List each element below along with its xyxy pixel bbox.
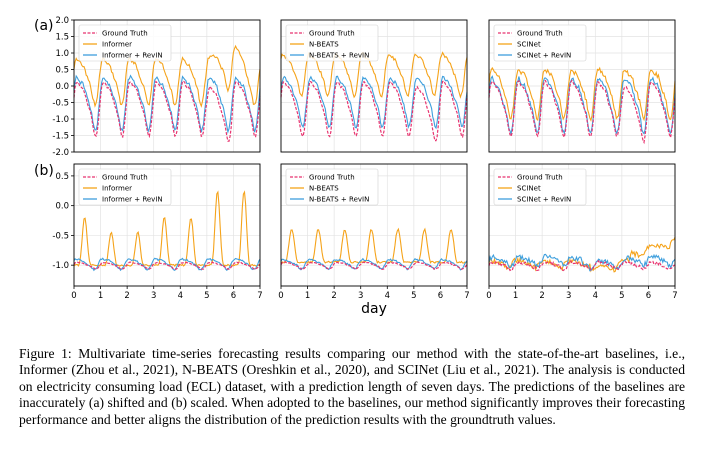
y-tick-label: 0.5 bbox=[55, 172, 69, 182]
baseline-line bbox=[488, 66, 676, 122]
revin-line bbox=[280, 75, 468, 130]
baseline-line bbox=[488, 236, 676, 273]
legend-entry: Ground Truth bbox=[517, 30, 563, 38]
x-tick-label: 7 bbox=[464, 291, 469, 301]
x-tick-label: 1 bbox=[305, 291, 310, 301]
ground-truth-line bbox=[73, 80, 261, 142]
panel-b-informer: 0.5 0.0 -0.5 -1.0 0 1 2 3 4 5 6 7 Ground Truth Inform… bbox=[52, 163, 263, 301]
y-tick-label: -2.0 bbox=[52, 148, 69, 158]
figure-caption: Figure 1: Multivariate time-series forec… bbox=[19, 346, 685, 427]
panel-a-informer: 2.0 1.5 1.0 0.5 0.0 -0.5 -1.0 -1.5 -2.0 Ground Tr… bbox=[52, 16, 261, 158]
baseline-line bbox=[73, 190, 261, 268]
legend-entry: SCINet + RevIN bbox=[517, 52, 571, 60]
legend-box bbox=[78, 24, 172, 62]
ground-truth-line bbox=[73, 261, 261, 271]
legend-entry: N-BEATS + RevIN bbox=[309, 196, 369, 204]
y-tick-label: 0.0 bbox=[55, 202, 69, 212]
x-tick-label: 5 bbox=[411, 291, 416, 301]
x-tick-label: 3 bbox=[151, 291, 156, 301]
x-tick-label: 2 bbox=[331, 291, 336, 301]
legend-box bbox=[285, 24, 379, 62]
legend-box bbox=[493, 168, 587, 206]
x-tick-label: 0 bbox=[71, 291, 76, 301]
revin-line bbox=[488, 253, 676, 272]
legend-entry: Ground Truth bbox=[102, 30, 148, 38]
y-tick-label: -1.5 bbox=[52, 132, 69, 142]
legend-entry: Ground Truth bbox=[102, 174, 148, 182]
ground-truth-line bbox=[280, 261, 468, 271]
x-tick-label: 0 bbox=[486, 291, 491, 301]
x-tick-label: 6 bbox=[438, 291, 443, 301]
ground-truth-line bbox=[280, 80, 468, 142]
x-tick-label: 5 bbox=[619, 291, 624, 301]
legend-entry: Ground Truth bbox=[309, 30, 355, 38]
panel-a-nbeats: Ground Truth N-BEATS N-BEATS + RevIN bbox=[280, 19, 468, 153]
y-tick-label: -0.5 bbox=[52, 99, 69, 109]
x-axis-label: day bbox=[361, 301, 387, 317]
revin-line bbox=[488, 75, 676, 136]
row-label-b: (b) bbox=[34, 163, 54, 179]
legend-box bbox=[78, 168, 172, 206]
x-tick-label: 1 bbox=[98, 291, 103, 301]
panel-frame bbox=[280, 19, 468, 153]
ground-truth-line bbox=[488, 79, 676, 145]
x-tick-label: 4 bbox=[385, 291, 390, 301]
legend-box bbox=[493, 24, 587, 62]
revin-line bbox=[280, 257, 468, 271]
y-tick-label: 0.5 bbox=[55, 66, 69, 76]
legend-entry: SCINet bbox=[517, 185, 541, 193]
panel-frame bbox=[73, 163, 261, 287]
x-tick-label: 3 bbox=[566, 291, 571, 301]
panel-frame bbox=[488, 163, 676, 287]
legend-entry: Ground Truth bbox=[309, 174, 355, 182]
y-tick-label: -1.0 bbox=[52, 261, 69, 271]
revin-line bbox=[73, 257, 261, 272]
ground-truth-line bbox=[488, 259, 676, 272]
legend-box bbox=[285, 168, 379, 206]
legend-entry: Informer + RevIN bbox=[102, 196, 163, 204]
x-tick-label: 7 bbox=[672, 291, 677, 301]
x-tick-label: 5 bbox=[204, 291, 209, 301]
panel-frame bbox=[280, 163, 468, 287]
y-tick-label: 0.0 bbox=[55, 82, 69, 92]
revin-line bbox=[73, 74, 261, 135]
x-tick-label: 4 bbox=[178, 291, 183, 301]
panel-frame bbox=[488, 19, 676, 153]
baseline-line bbox=[280, 227, 468, 265]
legend-entry: N-BEATS + RevIN bbox=[309, 52, 369, 60]
y-tick-label: 1.5 bbox=[55, 33, 69, 43]
legend-entry: SCINet bbox=[517, 41, 541, 49]
panel-b-nbeats: 0 1 2 3 4 5 6 7 Ground Truth N-BEATS N-BEATS + Rev… bbox=[278, 163, 470, 301]
figure-1: (a) (b) 2.0 1.5 1.0 0.5 0.0 -0.5 -1.0 -1.5 -2.0 Gro… bbox=[34, 16, 678, 317]
x-tick-label: 6 bbox=[646, 291, 651, 301]
legend-entry: Informer bbox=[102, 41, 132, 49]
x-tick-label: 7 bbox=[257, 291, 262, 301]
y-tick-label: 2.0 bbox=[55, 16, 69, 26]
y-tick-label: -1.0 bbox=[52, 115, 69, 125]
x-tick-label: 1 bbox=[513, 291, 518, 301]
x-tick-label: 6 bbox=[231, 291, 236, 301]
x-tick-label: 0 bbox=[278, 291, 283, 301]
row-label-a: (a) bbox=[34, 18, 54, 34]
panel-b-scinet: 0 1 2 3 4 5 6 7 Ground Truth SCINet SCINet + RevIN bbox=[486, 163, 678, 301]
legend-entry: SCINet + RevIN bbox=[517, 196, 571, 204]
x-tick-label: 4 bbox=[593, 291, 598, 301]
y-tick-label: 1.0 bbox=[55, 49, 69, 59]
legend-entry: N-BEATS bbox=[309, 185, 339, 193]
legend-entry: Informer + RevIN bbox=[102, 52, 163, 60]
panel-a-scinet: Ground Truth SCINet SCINet + RevIN bbox=[488, 19, 676, 153]
legend-entry: Informer bbox=[102, 185, 132, 193]
legend-entry: Ground Truth bbox=[517, 174, 563, 182]
x-tick-label: 2 bbox=[124, 291, 129, 301]
legend-entry: N-BEATS bbox=[309, 41, 339, 49]
y-tick-label: -0.5 bbox=[52, 231, 69, 241]
x-tick-label: 2 bbox=[539, 291, 544, 301]
x-tick-label: 3 bbox=[358, 291, 363, 301]
